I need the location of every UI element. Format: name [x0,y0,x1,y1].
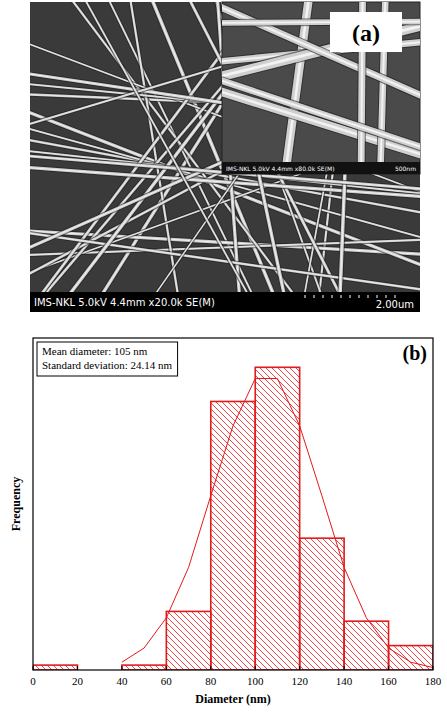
x-tick [210,666,211,670]
scale-tick [305,295,306,298]
x-tick [388,666,389,670]
fiber [30,232,420,291]
fiber [222,89,420,157]
x-tick [33,666,34,670]
histogram-bar [211,401,255,670]
scale-tick [386,295,387,298]
plot-frame [33,338,433,670]
x-tick-label: 120 [291,675,308,687]
page: {"sem_image": {"label": "(a)", "info": "… [0,0,447,713]
fiber [222,77,420,150]
x-tick [344,666,345,670]
figure: IMS-NKL 5.0kV 4.4mm x80.0k SE(M) 500nm (a)… [0,0,447,713]
scale-tick [350,295,351,298]
fiber-shadow [222,89,420,157]
sem-info: IMS-NKL 5.0kV 4.4mm x20.0k SE(M) [34,297,215,308]
fiber-highlight [222,89,420,157]
x-tick [166,666,167,670]
x-tick-label: 0 [30,675,36,687]
x-axis-title: Diameter (nm) [195,692,270,706]
fiber-highlight [222,77,420,150]
fiber-highlight [30,232,420,291]
inset-scale: 500nm [395,165,416,172]
sem-scale-label: 2.00um [376,299,414,310]
y-axis-title: Frequency [9,477,23,531]
sem-info-bar [30,292,420,312]
x-tick-label: 40 [116,675,128,687]
scale-tick [314,295,315,298]
fiber-shadow [286,2,310,172]
inset-info: IMS-NKL 5.0kV 4.4mm x80.0k SE(M) [226,165,335,172]
panel-label: (b) [403,342,427,365]
scale-tick [377,295,378,298]
fiber-highlight [222,3,420,99]
annotation: Mean diameter: 105 nm [42,345,148,357]
scale-tick [332,295,333,298]
fiber-shadow [222,77,420,150]
panel-label: (a) [352,20,380,46]
fiber-highlight [286,2,310,172]
x-tick-label: 60 [161,675,173,687]
x-tick-label: 20 [72,675,84,687]
x-tick [121,666,122,670]
histogram-bar [166,611,210,670]
x-tick [77,666,78,670]
sem-fibers [30,2,420,292]
x-tick [299,666,300,670]
scale-tick [323,295,324,298]
histogram-bar [300,538,344,670]
annotation: Standard deviation: 24.14 nm [42,359,173,371]
scale-tick [368,295,369,298]
scale-tick [395,295,396,298]
fiber [286,2,310,172]
scale-tick [341,295,342,298]
x-tick [255,666,256,670]
scale-tick [359,295,360,298]
fiber-shadow [30,232,420,291]
annotation-box [37,342,178,376]
fiber-shadow [222,3,420,99]
inset-fibers [222,2,420,172]
histogram-bar [344,621,388,670]
histogram-bar [122,665,166,670]
x-tick-label: 140 [336,675,353,687]
fiber [222,3,420,99]
fit-curve [122,379,433,668]
x-tick-label: 160 [380,675,397,687]
x-tick-label: 100 [247,675,264,687]
panel-label-box [330,12,402,52]
histogram-bar [33,665,77,670]
x-tick-label: 80 [205,675,217,687]
x-tick-label: 180 [425,675,442,687]
plot-area [33,367,433,670]
inset-info-bar [222,162,420,174]
x-tick [433,666,434,670]
